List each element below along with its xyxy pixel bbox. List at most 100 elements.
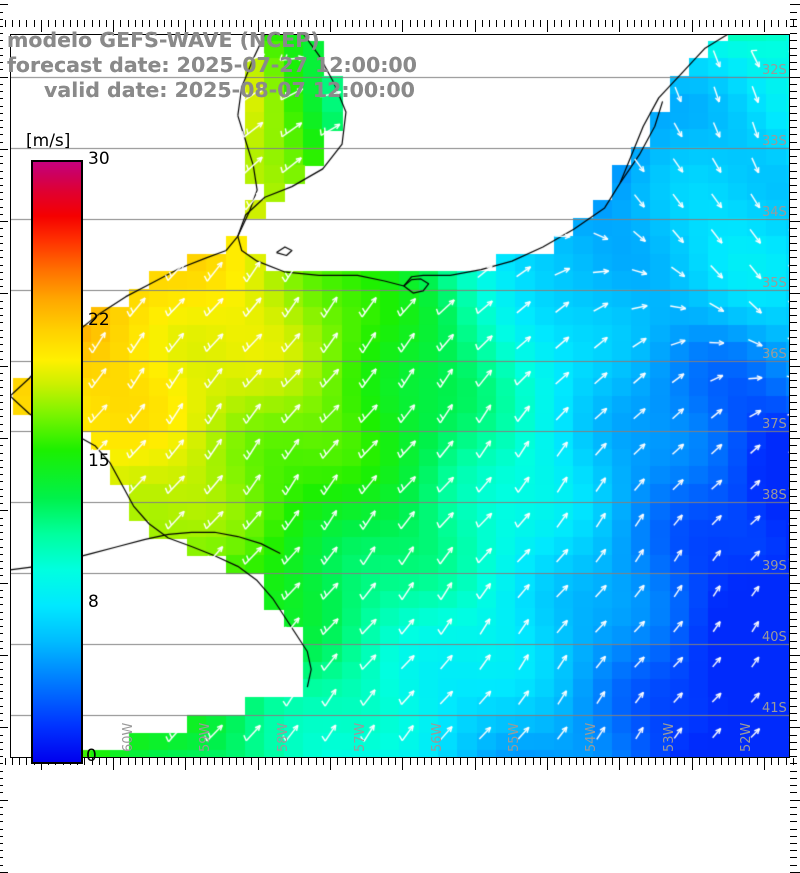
axis-tick — [790, 242, 797, 244]
axis-tick — [0, 517, 3, 519]
axis-tick — [0, 748, 3, 750]
axis-tick — [790, 141, 797, 143]
axis-tick — [105, 20, 107, 27]
axis-tick — [669, 758, 671, 765]
axis-tick — [790, 387, 797, 389]
axis-tick — [790, 271, 797, 273]
axis-tick — [0, 510, 8, 512]
axis-tick — [0, 481, 3, 483]
axis-tick — [0, 647, 3, 649]
axis-tick — [330, 20, 332, 32]
axis-tick — [0, 806, 3, 808]
axis-tick — [250, 758, 252, 765]
axis-tick — [0, 785, 3, 787]
axis-tick — [0, 156, 3, 158]
axis-tick — [0, 293, 8, 295]
axis-tick — [792, 20, 794, 27]
axis-tick — [359, 20, 360, 27]
axis-tick — [713, 20, 715, 27]
axis-tick — [0, 307, 3, 309]
axis-tick — [0, 279, 3, 281]
axis-tick — [489, 20, 491, 27]
axis-tick — [0, 380, 3, 382]
axis-tick — [98, 758, 100, 765]
axis-tick — [0, 835, 3, 837]
axis-tick — [0, 119, 3, 121]
axis-tick — [62, 20, 64, 27]
axis-tick — [0, 669, 3, 671]
axis-tick — [156, 758, 158, 765]
axis-tick — [0, 691, 3, 693]
axis-tick — [640, 20, 642, 27]
axis-tick — [0, 676, 3, 678]
axis-tick — [257, 758, 259, 770]
axis-tick — [790, 857, 797, 859]
axis-tick — [790, 640, 797, 642]
axis-tick — [790, 604, 797, 606]
axis-tick — [790, 76, 800, 78]
axis-tick — [315, 758, 317, 765]
axis-tick — [19, 20, 21, 27]
axis-tick — [0, 105, 3, 107]
axis-tick — [33, 20, 35, 27]
axis-tick — [0, 814, 3, 816]
axis-tick — [0, 394, 3, 396]
axis-tick — [0, 618, 3, 620]
axis-tick — [790, 185, 797, 187]
axis-tick — [532, 20, 534, 27]
axis-tick — [790, 828, 797, 830]
axis-tick — [742, 20, 744, 27]
axis-tick — [265, 20, 267, 27]
axis-tick — [438, 758, 440, 765]
axis-tick — [790, 669, 797, 671]
axis-tick — [207, 758, 209, 765]
axis-tick — [655, 758, 657, 765]
axis-tick — [279, 20, 281, 27]
axis-tick — [453, 20, 454, 27]
axis-tick — [0, 828, 3, 830]
axis-tick — [0, 91, 3, 93]
axis-tick — [481, 758, 483, 765]
axis-tick — [467, 20, 469, 27]
axis-tick — [790, 192, 797, 194]
axis-tick — [583, 758, 585, 765]
axis-tick — [0, 459, 3, 461]
axis-tick — [0, 560, 3, 562]
axis-tick — [503, 758, 505, 765]
axis-tick — [185, 20, 187, 32]
axis-tick — [228, 758, 230, 765]
axis-tick — [669, 20, 671, 27]
axis-tick — [0, 221, 8, 223]
axis-tick — [84, 758, 86, 765]
axis-tick — [0, 416, 3, 418]
axis-tick — [127, 20, 129, 27]
axis-tick — [785, 20, 787, 27]
axis-tick — [790, 654, 800, 656]
axis-tick — [790, 467, 797, 468]
axis-tick — [742, 758, 744, 765]
axis-tick — [0, 712, 3, 714]
axis-tick — [0, 134, 3, 136]
axis-tick — [691, 758, 693, 770]
axis-tick — [221, 20, 223, 27]
axis-tick — [720, 20, 722, 27]
axis-tick — [790, 748, 797, 750]
axis-tick — [0, 654, 8, 656]
axis-tick — [790, 300, 797, 302]
axis-tick — [510, 758, 512, 765]
axis-tick — [0, 488, 3, 490]
axis-tick — [77, 20, 79, 27]
axis-tick — [640, 758, 642, 765]
axis-tick — [790, 842, 797, 844]
axis-tick — [0, 336, 3, 338]
axis-tick — [790, 177, 797, 179]
axis-tick — [460, 20, 462, 27]
axis-tick — [0, 438, 8, 440]
axis-tick — [0, 127, 3, 129]
axis-tick — [561, 20, 563, 27]
axis-tick — [790, 307, 797, 309]
axis-tick — [778, 758, 780, 765]
axis-tick — [790, 647, 797, 649]
axis-tick — [214, 758, 216, 765]
axis-tick — [790, 40, 797, 42]
